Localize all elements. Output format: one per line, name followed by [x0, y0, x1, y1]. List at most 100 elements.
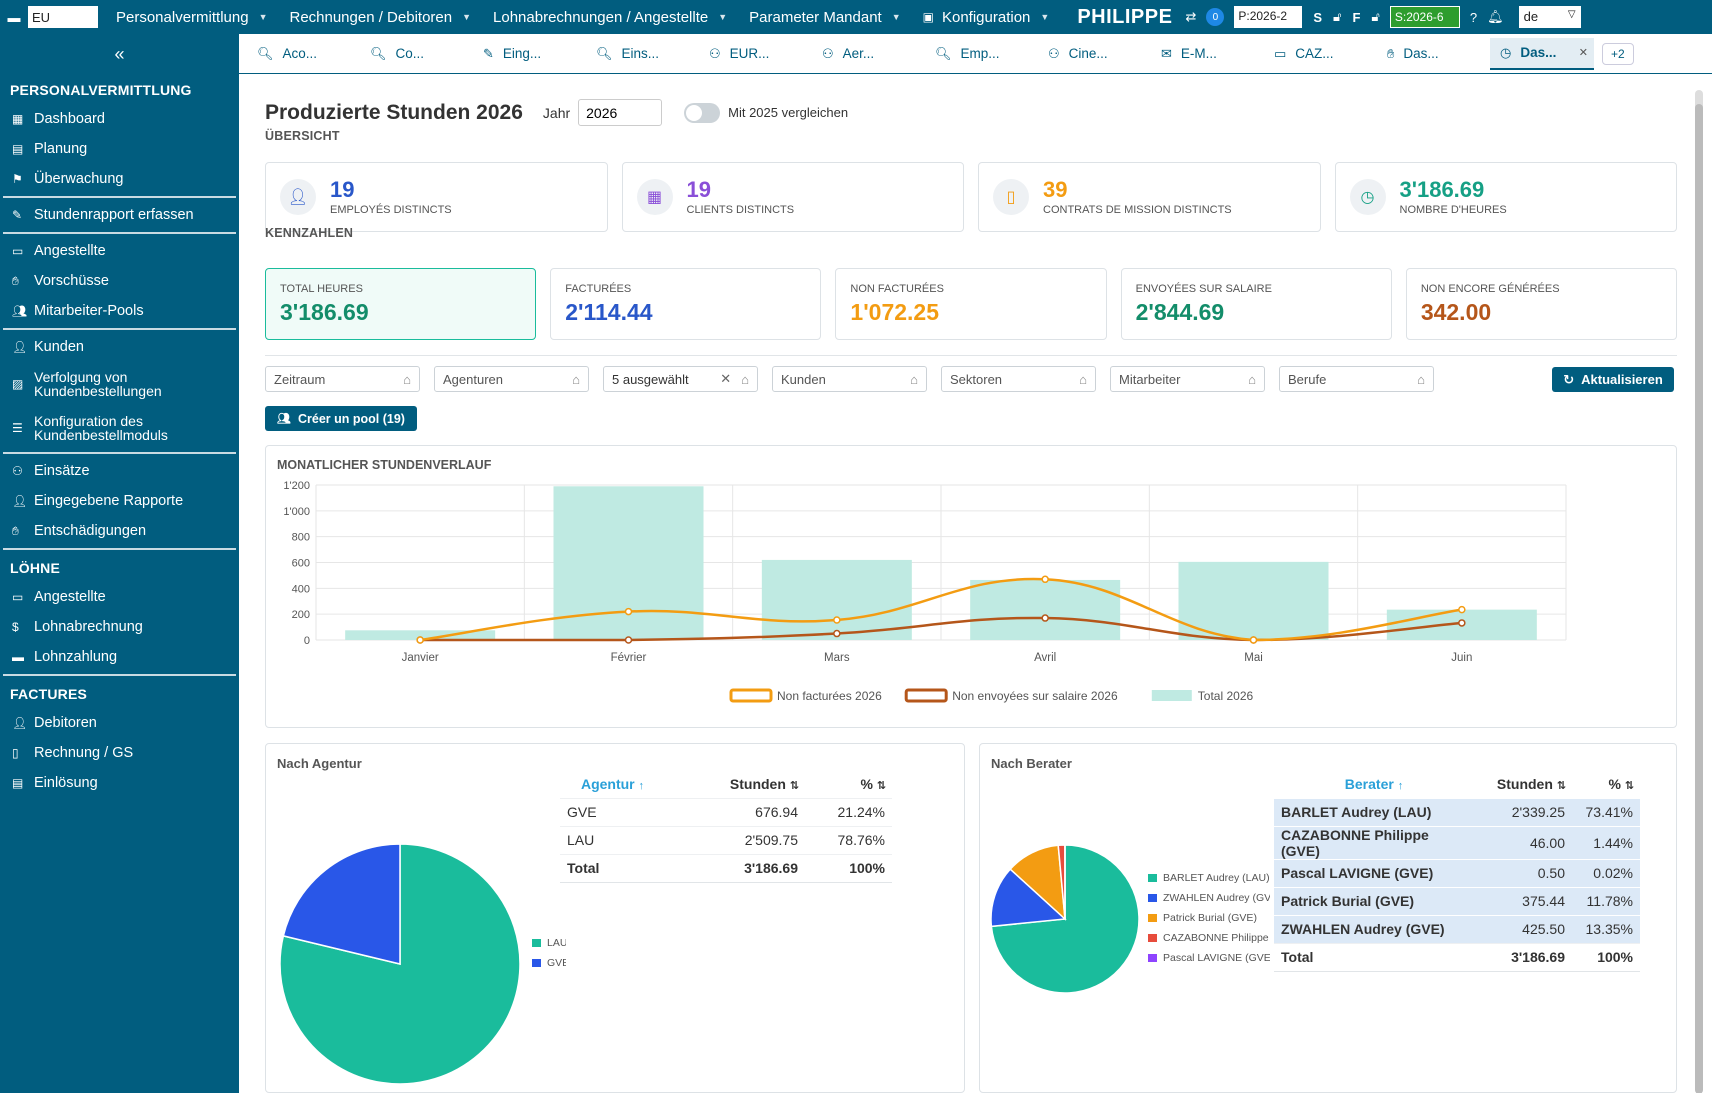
table-row[interactable]: LAU 2'509.75 78.76% — [560, 825, 892, 854]
menu-rechnungen[interactable]: Rechnungen / Debitoren ▼ — [289, 9, 471, 26]
period-s-field[interactable]: S:2026-6 — [1389, 6, 1460, 28]
sidebar-item-rapporte[interactable]: 👤︎ Eingegebene Rapporte — [0, 486, 239, 516]
sidebar-item-angestellte[interactable]: ▭ Angestellte — [0, 236, 239, 266]
filter-zeitraum[interactable]: Zeitraum ⌂ — [265, 366, 420, 392]
language-select[interactable]: de ▽ — [1518, 6, 1581, 28]
berater-table: Berater ↑ Stunden ⇅ % ⇅ BARLET Audrey (L… — [1274, 770, 1640, 972]
tab-emp[interactable]: 🔍︎ Emp... — [925, 38, 1038, 70]
sidebar-item-einsaetze[interactable]: ⚇ Einsätze — [0, 456, 239, 486]
notification-count-badge[interactable]: 0 — [1206, 8, 1225, 26]
tab-cine[interactable]: ⚇ Cine... — [1038, 38, 1151, 70]
sidebar-item-debitoren[interactable]: 👤︎ Debitoren — [0, 708, 239, 738]
sidebar-item-kunden[interactable]: 👤︎ Kunden — [0, 332, 239, 362]
menu-konfiguration[interactable]: ▣ Konfiguration ▼ — [923, 9, 1050, 26]
help-icon[interactable]: ? — [1469, 9, 1478, 25]
tab-eur[interactable]: ⚇ EUR... — [699, 38, 812, 70]
y-tick-label: 400 — [292, 583, 310, 595]
kpi-card-total[interactable]: TOTAL HEURES 3'186.69 — [265, 268, 537, 340]
tab-eing[interactable]: ✎ Eing... — [473, 38, 586, 70]
stunden-column-header[interactable]: Stunden ⇅ — [665, 770, 805, 798]
table-row[interactable]: GVE 676.94 21.24% — [560, 797, 892, 826]
switch-icon[interactable]: ⇄ — [1185, 9, 1197, 24]
more-tabs-button[interactable]: +2 — [1602, 42, 1634, 65]
sidebar-item-stundenrapport[interactable]: ✎ Stundenrapport erfassen — [0, 200, 239, 230]
filter-agenturen[interactable]: Agenturen ⌂ — [434, 366, 589, 392]
percent-column-header[interactable]: % ⇅ — [1572, 770, 1640, 798]
close-tab-icon[interactable]: ✕ — [1578, 47, 1588, 59]
tab-label: Eins... — [621, 46, 660, 61]
menu-lohnabrechnungen[interactable]: Lohnabrechnungen / Angestellte ▼ — [493, 9, 727, 26]
table-row[interactable]: ZWAHLEN Audrey (GVE) 425.50 13.35% — [1274, 914, 1640, 943]
agentur-column-header[interactable]: Agentur ↑ — [560, 770, 665, 798]
table-row[interactable]: Patrick Burial (GVE) 375.44 11.78% — [1274, 886, 1640, 915]
tab-das-active[interactable]: ◷ Das... ✕ — [1490, 37, 1594, 70]
sidebar-item-lohnabrechnung[interactable]: $ Lohnabrechnung — [0, 612, 239, 642]
menu-personalvermittlung[interactable]: Personalvermittlung ▼ — [116, 9, 267, 26]
kpi-card-envoyees[interactable]: ENVOYÉES SUR SALAIRE 2'844.69 — [1120, 268, 1392, 340]
collapse-sidebar-icon[interactable]: « — [114, 44, 125, 64]
folder-icon[interactable]: ▬ — [7, 9, 21, 25]
percent-column-header[interactable]: % ⇅ — [805, 770, 892, 798]
legend-swatch — [1148, 894, 1157, 902]
table-row[interactable]: CAZABONNE Philippe (GVE) 46.00 1.44% — [1274, 825, 1640, 859]
compare-toggle[interactable] — [684, 102, 721, 123]
sidebar-item-einloesung[interactable]: ▤ Einlösung — [0, 768, 239, 798]
unlock-icon[interactable]: 🔓︎ — [1333, 9, 1342, 24]
table-row[interactable]: BARLET Audrey (LAU) 2'339.25 73.41% — [1274, 797, 1640, 826]
sidebar-item-pools[interactable]: 👥︎ Mitarbeiter-Pools — [0, 296, 239, 326]
sidebar-item-dashboard[interactable]: ▦ Dashboard — [0, 104, 239, 134]
filter-berufe[interactable]: Berufe ⌂ — [1279, 366, 1434, 392]
kpi-card-non-facturees[interactable]: NON FACTURÉES 1'072.25 — [835, 268, 1107, 340]
sidebar-item-rechnung[interactable]: ▯ Rechnung / GS — [0, 738, 239, 768]
filter-selected[interactable]: 5 ausgewählt ✕ ⌂ — [603, 366, 758, 392]
refresh-button[interactable]: ↻ Aktualisieren — [1552, 367, 1674, 392]
stunden-column-header[interactable]: Stunden ⇅ — [1474, 770, 1572, 798]
tab-caz[interactable]: ▭ CAZ... — [1264, 38, 1377, 70]
table-row[interactable]: Pascal LAVIGNE (GVE) 0.50 0.02% — [1274, 858, 1640, 887]
sidebar-item-entschaedigungen[interactable]: ✋︎ Entschädigungen — [0, 516, 239, 546]
series-point — [624, 607, 633, 616]
kpi-card-facturees[interactable]: FACTURÉES 2'114.44 — [550, 268, 822, 340]
tab-das-1[interactable]: ✋︎ Das... — [1377, 38, 1490, 70]
sidebar-item-konfiguration[interactable]: ☰ Konfiguration des Kundenbestellmoduls — [0, 406, 239, 450]
filter-sektoren[interactable]: Sektoren ⌂ — [941, 366, 1096, 392]
sidebar-item-vorschuesse[interactable]: ✋︎ Vorschüsse — [0, 266, 239, 296]
agentur-table: Agentur ↑ Stunden ⇅ % ⇅ GVE 676.94 21.24% … — [560, 770, 892, 883]
menu-parameter[interactable]: Parameter Mandant ▼ — [749, 9, 901, 26]
unlock-icon[interactable]: 🔓︎ — [1371, 9, 1380, 24]
tab-aco[interactable]: 🔍︎ Aco... — [247, 38, 360, 70]
tab-eins[interactable]: 🔍︎ Eins... — [586, 38, 699, 70]
scrollbar-thumb[interactable] — [1695, 104, 1703, 1093]
legend-swatch — [1151, 690, 1192, 701]
create-pool-button[interactable]: 👥︎ Créer un pool (19) — [265, 406, 417, 431]
y-tick-label: 1'200 — [283, 480, 310, 492]
bell-icon[interactable]: 🔔︎ — [1487, 9, 1504, 24]
company-input[interactable] — [28, 6, 98, 28]
divider — [3, 328, 236, 330]
header-label: Stunden — [729, 775, 786, 792]
kpi-card-non-generees[interactable]: NON ENCORE GÉNÉRÉES 342.00 — [1405, 268, 1678, 340]
filter-mitarbeiter[interactable]: Mitarbeiter ⌂ — [1110, 366, 1265, 392]
period-p-field[interactable]: P:2026-2 — [1234, 6, 1303, 28]
chevron-down-icon: ▽ — [1567, 9, 1576, 20]
tab-co[interactable]: 🔍︎ Co... — [360, 38, 473, 70]
clear-icon[interactable]: ✕ — [720, 371, 732, 386]
tab-aer[interactable]: ⚇ Aer... — [812, 38, 925, 70]
series-point — [1041, 575, 1049, 584]
kpi-caption: NON FACTURÉES — [850, 283, 944, 295]
x-tick-label: Janvier — [402, 652, 439, 664]
berater-column-header[interactable]: Berater ↑ — [1274, 770, 1474, 798]
legend-label: LAU — [547, 937, 566, 949]
cell-stunden: 375.44 — [1474, 886, 1572, 915]
filter-kunden[interactable]: Kunden ⌂ — [772, 366, 927, 392]
year-input[interactable] — [578, 99, 663, 126]
cell-stunden: 0.50 — [1474, 858, 1572, 887]
sidebar-item-angestellte-loehne[interactable]: ▭ Angestellte — [0, 582, 239, 612]
cash-register-icon: ▤ — [12, 776, 24, 790]
sidebar-item-planung[interactable]: ▤ Planung — [0, 134, 239, 164]
sidebar-item-verfolgung[interactable]: ▨ Verfolgung von Kundenbestellungen — [0, 362, 239, 406]
sidebar-item-lohnzahlung[interactable]: ▬ Lohnzahlung — [0, 642, 239, 672]
sidebar-item-ueberwachung[interactable]: ⚑ Überwachung — [0, 164, 239, 194]
tab-email[interactable]: ✉ E-M... — [1151, 38, 1264, 70]
scrollbar[interactable] — [1695, 90, 1703, 1093]
